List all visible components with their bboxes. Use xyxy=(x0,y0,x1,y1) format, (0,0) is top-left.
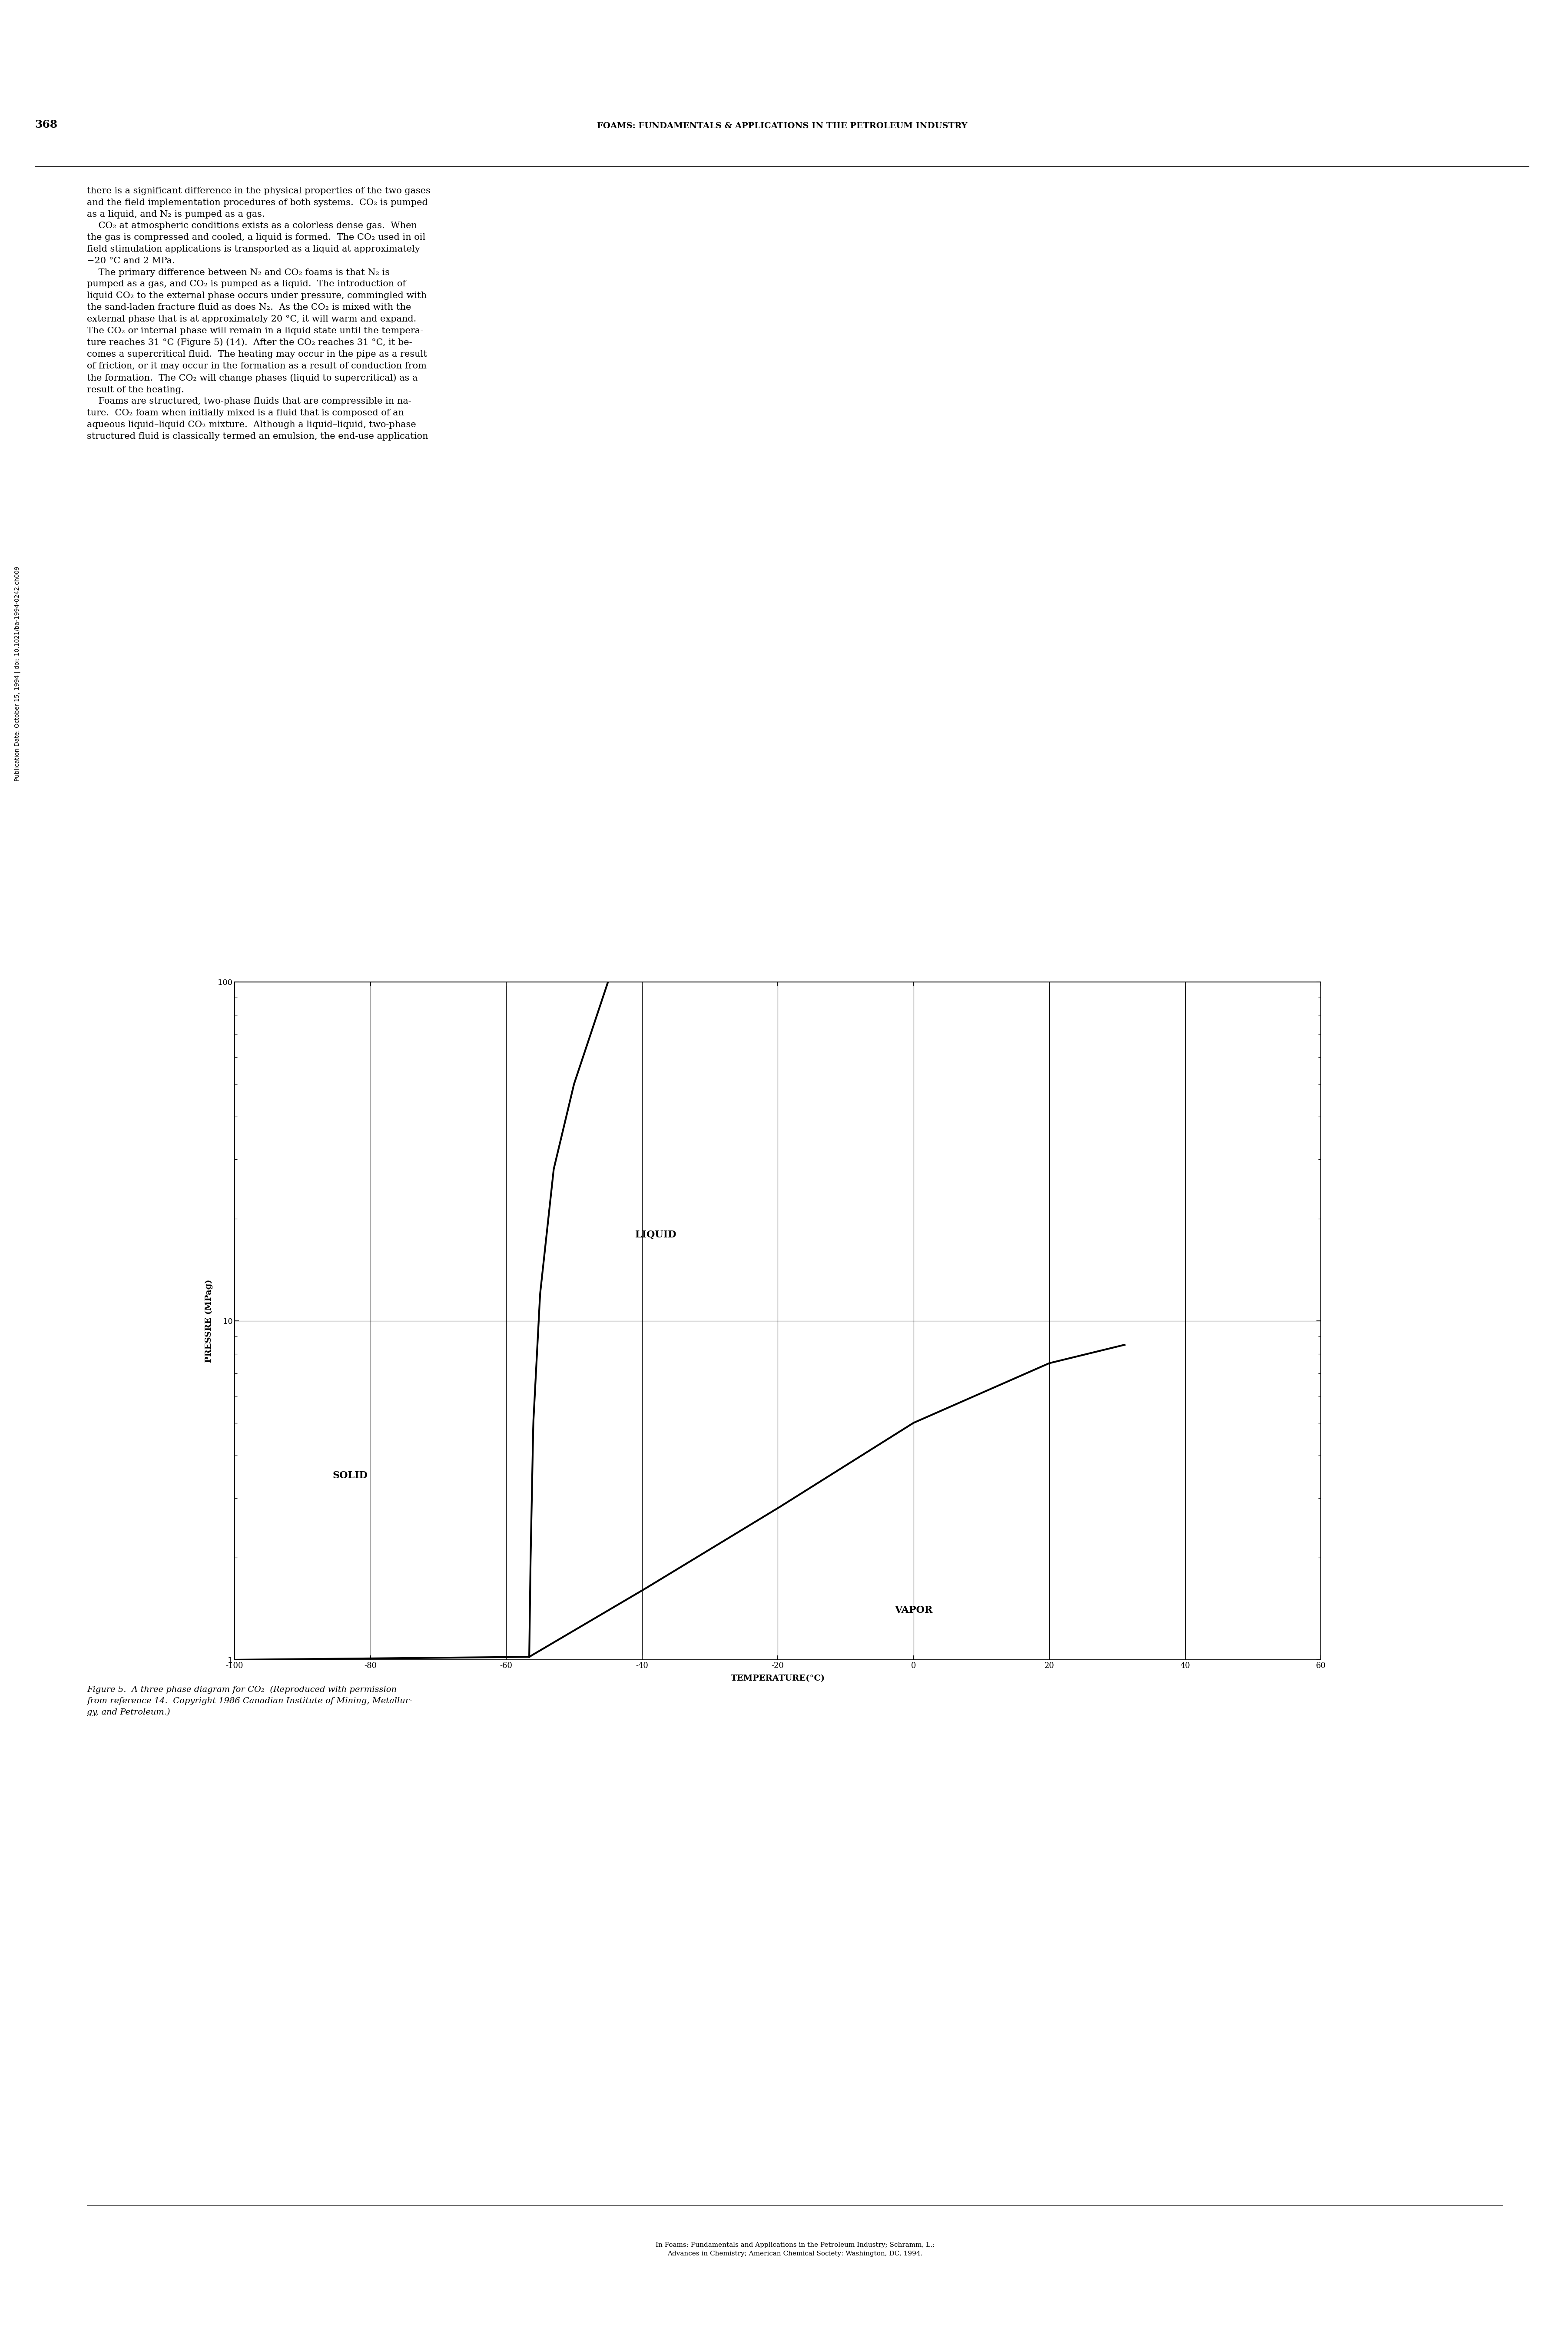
Text: there is a significant difference in the physical properties of the two gases
an: there is a significant difference in the… xyxy=(86,188,431,441)
Text: VAPOR: VAPOR xyxy=(894,1606,933,1615)
Text: SOLID: SOLID xyxy=(332,1470,367,1479)
Text: Figure 5.  A three phase diagram for CO₂  (Reproduced with permission
from refer: Figure 5. A three phase diagram for CO₂ … xyxy=(86,1686,412,1716)
Text: In Foams: Fundamentals and Applications in the Petroleum Industry; Schramm, L.;
: In Foams: Fundamentals and Applications … xyxy=(655,2242,935,2256)
Text: Publication Date: October 15, 1994 | doi: 10.1021/ba-1994-0242.ch009: Publication Date: October 15, 1994 | doi… xyxy=(14,566,20,782)
Text: 368: 368 xyxy=(34,120,58,129)
Text: FOAMS: FUNDAMENTALS & APPLICATIONS IN THE PETROLEUM INDUSTRY: FOAMS: FUNDAMENTALS & APPLICATIONS IN TH… xyxy=(597,122,967,129)
X-axis label: TEMPERATURE(°C): TEMPERATURE(°C) xyxy=(731,1674,825,1684)
Y-axis label: PRESSRE (MPag): PRESSRE (MPag) xyxy=(205,1280,213,1362)
Text: LIQUID: LIQUID xyxy=(635,1230,676,1240)
